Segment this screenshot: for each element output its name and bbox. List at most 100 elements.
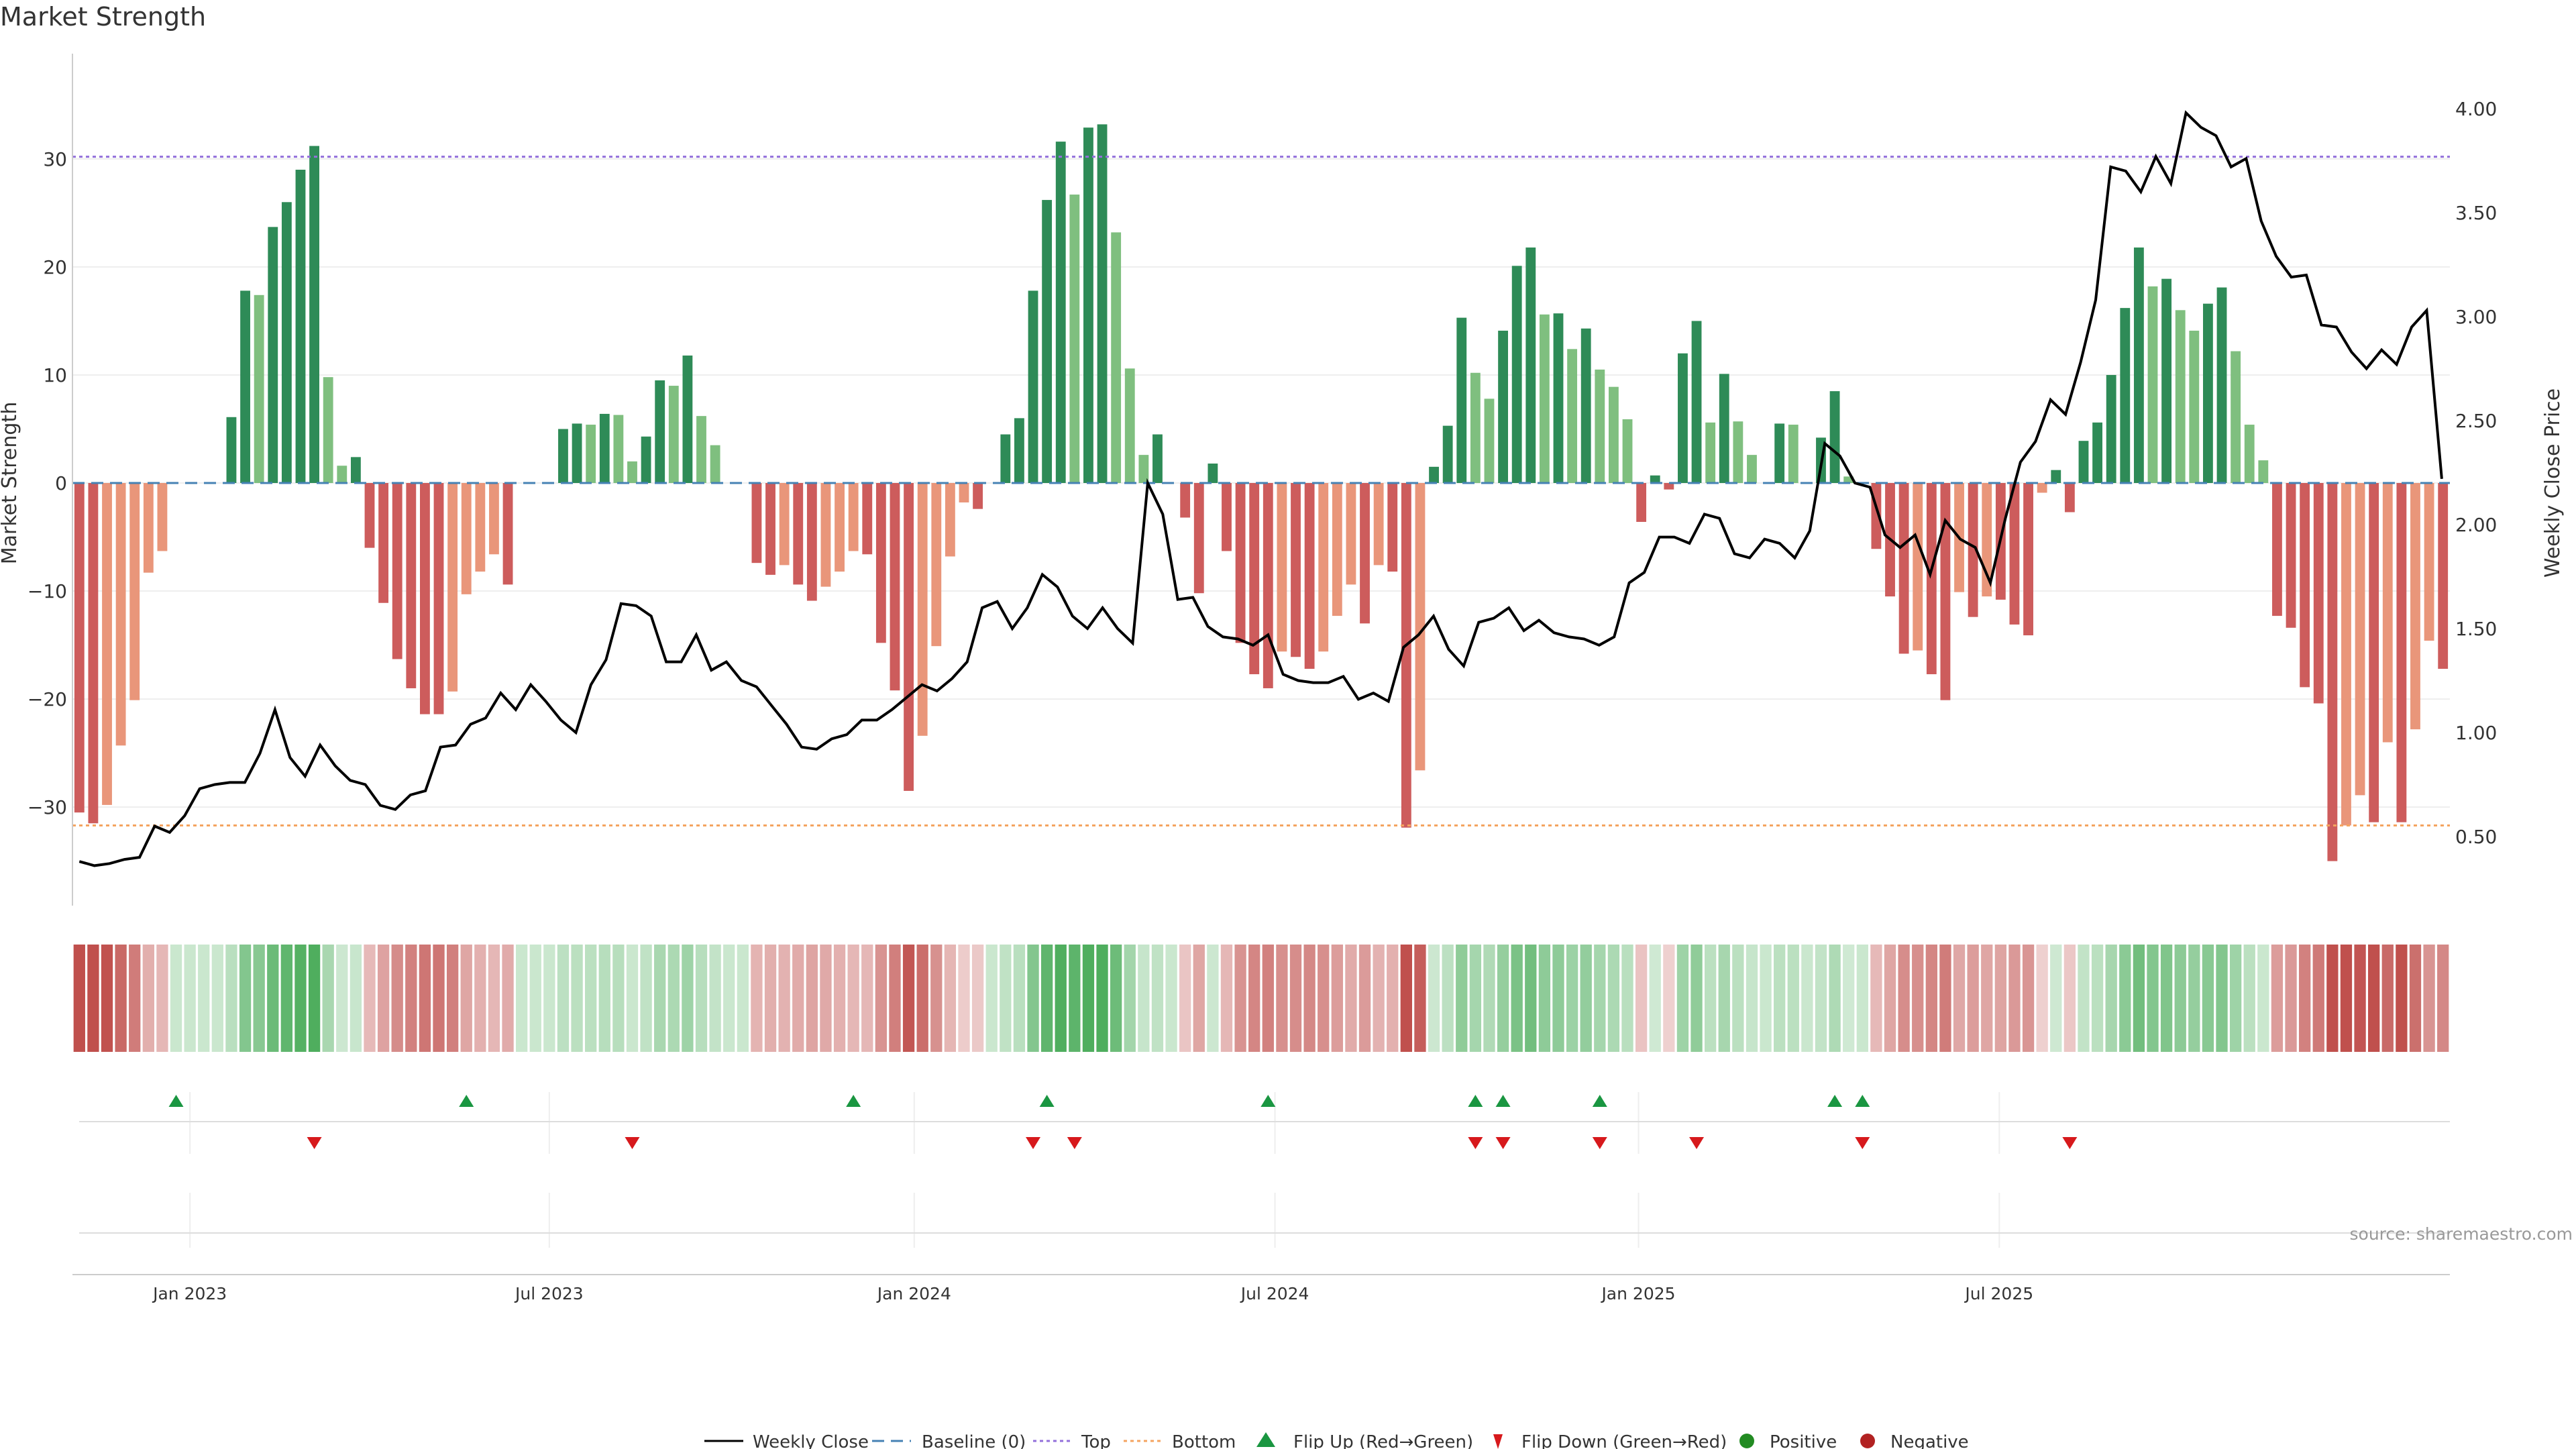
- strength-bar: [1346, 483, 1356, 585]
- y-tick-label: 0: [55, 472, 67, 494]
- strength-bar: [2106, 374, 2116, 483]
- strength-bar: [1926, 483, 1937, 675]
- heatmap-cell: [598, 945, 610, 1052]
- strength-bar: [1000, 434, 1011, 483]
- strength-bar: [1069, 195, 1080, 483]
- heatmap-cell: [1165, 945, 1177, 1052]
- heatmap-cell: [1607, 945, 1620, 1052]
- heatmap-cell: [1179, 945, 1191, 1052]
- strength-bar: [1138, 455, 1149, 483]
- heatmap-cell: [1358, 945, 1371, 1052]
- heatmap-cell: [2340, 945, 2353, 1052]
- heatmap-cell: [2216, 945, 2228, 1052]
- heatmap-cell: [2271, 945, 2284, 1052]
- strength-bar: [1595, 369, 1605, 483]
- strength-bar: [862, 483, 873, 555]
- heatmap-cell: [1953, 945, 1966, 1052]
- strength-bar: [364, 483, 375, 548]
- heatmap-cell: [2243, 945, 2255, 1052]
- strength-bar: [1042, 200, 1053, 483]
- strength-bar: [586, 425, 596, 483]
- heatmap-cell: [1912, 945, 1924, 1052]
- y-tick-label: 30: [43, 148, 67, 170]
- flip-up-marker: [1495, 1095, 1511, 1107]
- weekly-close-series: [78, 110, 2443, 867]
- heatmap-cell: [280, 945, 293, 1052]
- strength-bar: [1940, 483, 1951, 700]
- legend-top: Top: [1081, 1432, 1111, 1449]
- heatmap-cell: [529, 945, 541, 1052]
- heatmap-cell: [1787, 945, 1799, 1052]
- heatmap-cell: [1124, 945, 1136, 1052]
- strength-bar: [1277, 483, 1287, 652]
- heatmap-cell: [585, 945, 597, 1052]
- heatmap-cell: [1387, 945, 1399, 1052]
- strength-bar: [973, 483, 983, 509]
- heatmap-cell: [958, 945, 970, 1052]
- heatmap-cell: [930, 945, 943, 1052]
- heatmap-cell: [253, 945, 265, 1052]
- strength-bar: [1498, 330, 1508, 483]
- strength-bar: [475, 483, 486, 572]
- strength-bar: [696, 416, 706, 483]
- strength-bar: [1843, 476, 1854, 483]
- strength-bar: [668, 386, 679, 483]
- heatmap-cell: [460, 945, 472, 1052]
- y2-tick-label: 3.50: [2455, 202, 2497, 224]
- heatmap-cell: [916, 945, 928, 1052]
- y-axis-label: Market Strength: [0, 402, 21, 564]
- heatmap-cell: [1663, 945, 1675, 1052]
- heatmap-cell: [889, 945, 901, 1052]
- flip-down-marker: [1495, 1137, 1511, 1149]
- strength-bar: [1235, 483, 1246, 643]
- heatmap-cell: [377, 945, 390, 1052]
- reference-lines: [72, 156, 2450, 826]
- heatmap-cell: [1040, 945, 1053, 1052]
- heatmap-cell: [902, 945, 915, 1052]
- heatmap-cell: [612, 945, 625, 1052]
- strength-bar: [2341, 483, 2351, 826]
- heatmap-cell: [1497, 945, 1509, 1052]
- legend: Weekly Close Baseline (0) Top Bottom Fli…: [704, 1432, 1969, 1449]
- strength-bar: [461, 483, 472, 594]
- heatmap-cell: [1925, 945, 1937, 1052]
- heatmap-cell: [1055, 945, 1067, 1052]
- strength-bar: [1028, 290, 1038, 483]
- heatmap-cell: [73, 945, 85, 1052]
- heatmap-cell: [1704, 945, 1717, 1052]
- heatmap-cell: [87, 945, 99, 1052]
- strength-bar: [295, 169, 306, 484]
- strength-bar: [2300, 483, 2310, 688]
- heatmap-cell: [2396, 945, 2408, 1052]
- strength-bar: [2120, 308, 2131, 483]
- strength-bar: [1083, 127, 1093, 483]
- strength-bar: [378, 483, 389, 603]
- flip-up-marker: [168, 1095, 184, 1107]
- heatmap-cell: [129, 945, 141, 1052]
- heatmap-cell: [1732, 945, 1744, 1052]
- axes: −30 −20 −10 0 10 20 30 0.50 1.00 1.50 2.00 2.50 3.00…: [28, 54, 2497, 1303]
- strength-bar: [2092, 422, 2102, 483]
- strength-bar: [115, 483, 126, 746]
- heatmap-cell: [2147, 945, 2159, 1052]
- heatmap-cell: [1649, 945, 1661, 1052]
- heatmap-cell: [502, 945, 514, 1052]
- heatmap-cell: [1442, 945, 1454, 1052]
- heatmap-cell: [1414, 945, 1426, 1052]
- strength-bar: [2286, 483, 2296, 628]
- heatmap-cell: [1193, 945, 1205, 1052]
- heatmap-cell: [1774, 945, 1786, 1052]
- strength-bar: [2147, 286, 2158, 483]
- strength-bar: [1470, 372, 1481, 483]
- weekly-close-line: [78, 110, 2443, 867]
- strength-bar: [309, 146, 319, 483]
- strength-bar: [337, 466, 347, 483]
- x-tick-label: Jan 2025: [1600, 1284, 1675, 1303]
- strength-bar: [406, 483, 417, 688]
- heatmap-cell: [239, 945, 252, 1052]
- strength-bar: [2189, 330, 2200, 483]
- heatmap-cell: [654, 945, 666, 1052]
- heatmap-cell: [1552, 945, 1564, 1052]
- heatmap-cell: [985, 945, 998, 1052]
- heatmap-cell: [1884, 945, 1896, 1052]
